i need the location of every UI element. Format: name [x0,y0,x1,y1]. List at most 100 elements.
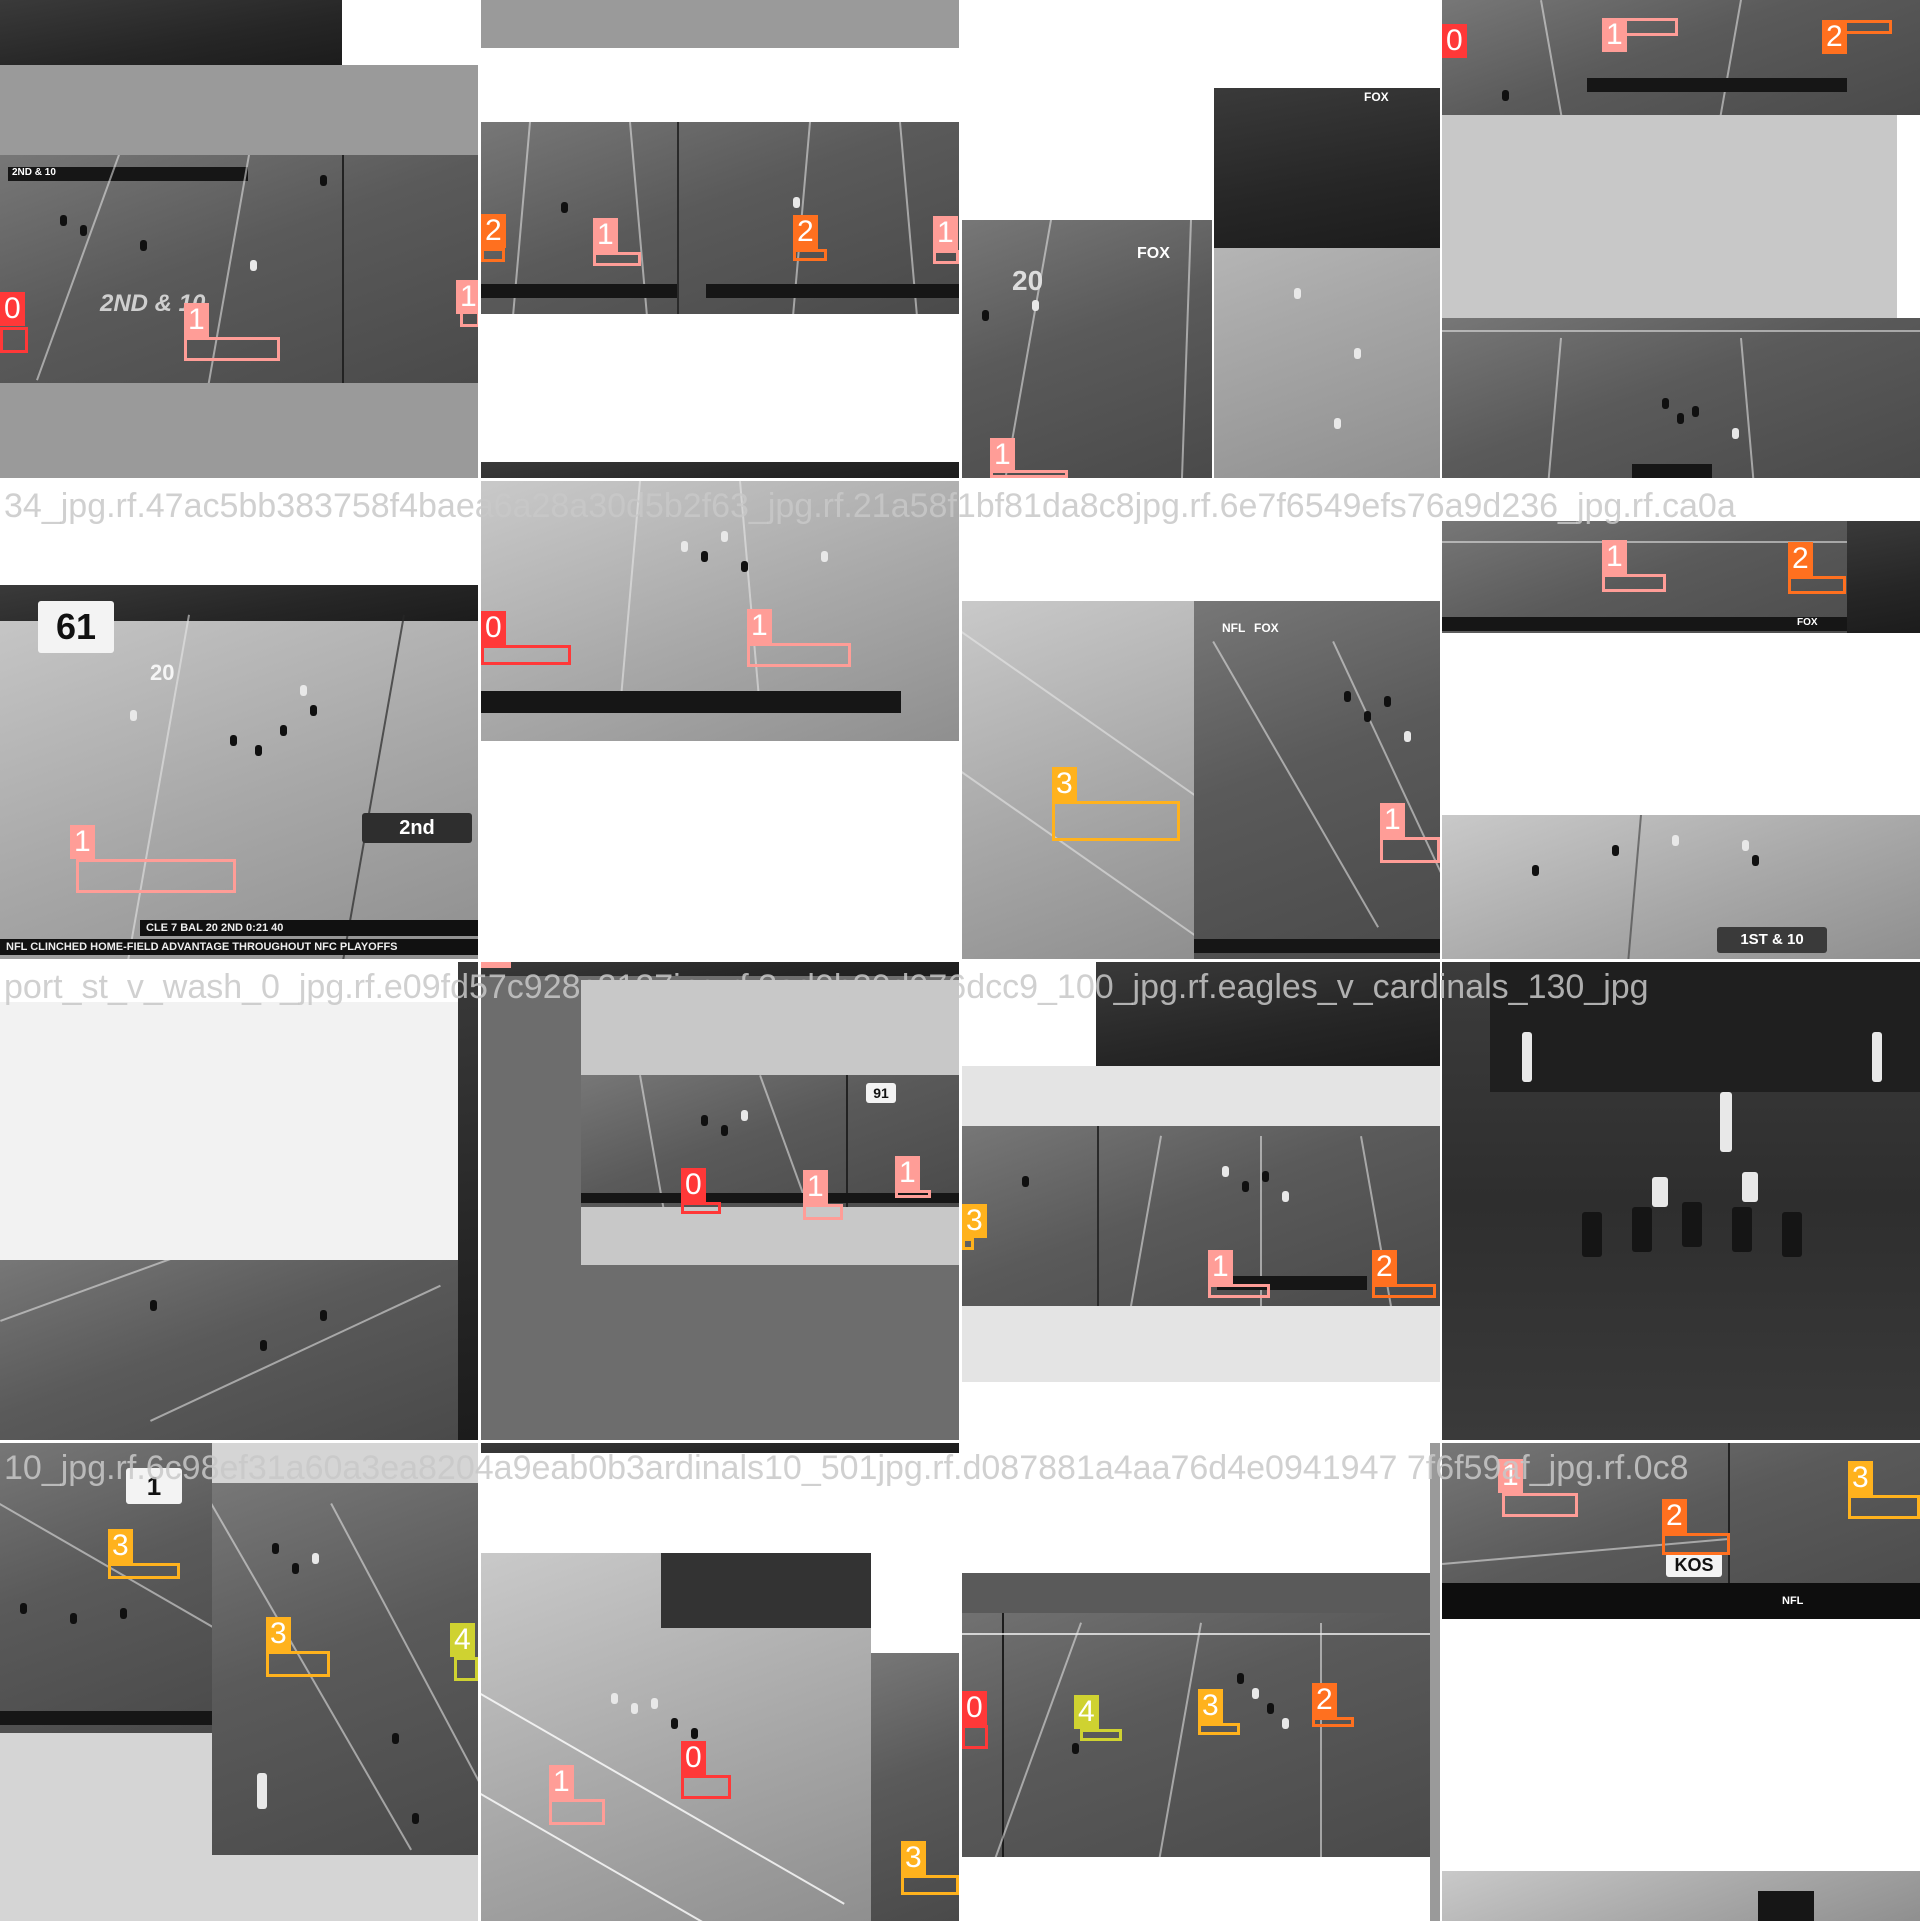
tile-image [458,962,478,1440]
bbox-class-2 [481,248,505,262]
player [1502,90,1509,101]
yard-line [1442,330,1920,332]
yard-line [1540,0,1563,115]
padding [481,0,959,48]
yard-line [1332,641,1440,941]
mosaic-tile-6: NFL FOX 3 1 [962,481,1440,959]
player [292,1563,299,1574]
bbox-label: 0 [681,1741,706,1775]
tile-image [962,1126,1440,1306]
network-logo: FOX [1364,90,1389,104]
player [392,1733,399,1744]
stands [1490,962,1920,1092]
mosaic-tile-8 [0,962,478,1440]
tile-image [1442,0,1920,115]
yard-line [991,1622,1082,1857]
player [1720,1092,1732,1152]
tile-image [481,1553,871,1921]
tile-image [0,1260,458,1440]
mosaic-tile-0: 2ND & 10 2ND & 10 0 1 1 [0,0,478,478]
yard-line [1320,1623,1322,1857]
scoreboard-banner: NFL CLINCHED HOME-FIELD ADVANTAGE THROUG… [0,939,478,955]
tile-image [481,122,959,314]
jersey-number-graphic: 61 [38,601,114,653]
padding [1442,115,1897,318]
bbox-label: 1 [70,825,95,859]
scorebug [1632,464,1712,478]
scoreboard-ticker: CLE 7 BAL 20 2ND 0:21 40 [140,920,478,936]
scorebug [1587,78,1847,92]
player [140,240,147,251]
scorebug [1442,1583,1920,1619]
bbox-class-3 [1198,1723,1240,1735]
bbox-class-0 [481,645,571,665]
player [741,561,748,572]
player [1072,1743,1079,1754]
bbox-label: 1 [933,216,958,250]
player [310,705,317,716]
bbox-label: 1 [1380,803,1405,837]
bbox-class-0 [0,327,28,353]
player [60,215,67,226]
player [1267,1703,1274,1714]
mosaic-tile-2: FOX 20 FOX 1 [962,0,1440,478]
player [1354,348,1361,359]
bbox-class-4 [454,1657,478,1681]
tile-image [1442,962,1920,1440]
referee [1872,1032,1882,1082]
bbox-label: 0 [962,1691,987,1725]
yard-number: 20 [150,660,175,685]
player [631,1703,638,1714]
player [412,1813,419,1824]
bbox-class-3 [962,1238,974,1250]
player [1252,1688,1259,1699]
player [1612,845,1619,856]
tile-image: FOX 20 [962,220,1212,478]
bbox-class-2 [1312,1717,1354,1727]
player [701,551,708,562]
player [701,1115,708,1126]
yard-number: 20 [1012,265,1044,296]
bbox-class-1 [1502,1493,1578,1517]
yard-line [1128,1135,1162,1306]
scorebug [481,284,677,298]
network-logo: FOX [1254,621,1279,635]
bbox-class-1 [184,337,280,361]
player [1334,418,1341,429]
scorebug [581,1193,959,1203]
mosaic-tile-5: 0 1 [481,481,959,959]
bbox-label: 1 [1602,540,1627,574]
filename-label: port_st_v_wash_0_jpg.rf.e09fd57c928c2127… [4,968,1649,1006]
bbox-label: 2 [1788,542,1813,576]
jersey-number-graphic: 91 [866,1083,896,1103]
bbox-label: 0 [681,1168,706,1202]
bbox-class-2 [1788,576,1846,594]
mosaic-tile-14: 0 4 3 2 [962,1443,1440,1921]
bbox-class-1 [1380,837,1440,863]
stands [962,1573,1430,1613]
tile-image: FOX [1442,521,1920,633]
jersey-number-graphic: 1 [126,1468,182,1504]
player [741,1110,748,1121]
bbox-label: 3 [266,1617,291,1651]
bbox-class-2 [1372,1284,1436,1298]
yard-line [962,771,1194,945]
yard-line [1180,220,1192,478]
tile-image [481,481,959,741]
player [691,1728,698,1739]
player [821,551,828,562]
player [1652,1177,1668,1207]
padding [0,65,478,155]
network-logo: FOX [1137,245,1170,262]
player [1344,691,1351,702]
player [230,735,237,746]
bbox-class-3 [1052,801,1180,841]
tile-image [481,962,959,976]
player [681,541,688,552]
padding [581,1207,959,1265]
referee [257,1773,267,1809]
player [1692,406,1699,417]
bbox-label: 3 [901,1841,926,1875]
bbox-label: 3 [1052,767,1077,801]
